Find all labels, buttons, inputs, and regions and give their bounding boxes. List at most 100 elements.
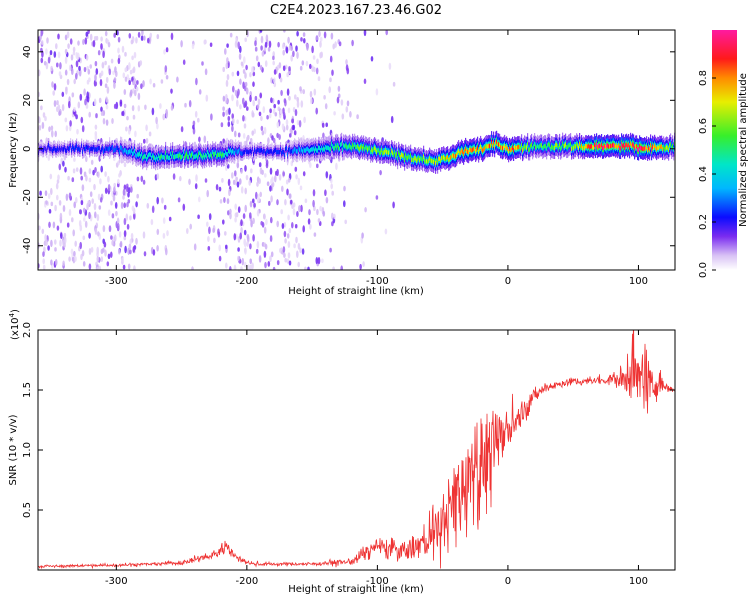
band-column <box>550 146 552 152</box>
noise-speckle <box>97 171 100 179</box>
noise-speckle <box>172 173 176 180</box>
noise-speckle <box>121 257 124 263</box>
band-column <box>85 146 87 151</box>
noise-speckle <box>388 62 392 70</box>
noise-speckle <box>137 92 141 101</box>
band-column <box>106 146 108 151</box>
band-column <box>504 143 506 149</box>
noise-speckle <box>312 199 315 208</box>
noise-speckle <box>79 241 82 250</box>
band-column <box>299 147 301 152</box>
band-column <box>485 144 487 150</box>
noise-speckle <box>222 95 226 102</box>
noise-speckle <box>125 213 129 221</box>
noise-speckle <box>41 121 45 130</box>
noise-speckle <box>60 232 63 240</box>
noise-speckle <box>134 130 137 138</box>
band-column <box>583 145 585 150</box>
noise-speckle <box>244 204 247 213</box>
noise-speckle <box>100 165 103 173</box>
noise-speckle <box>94 211 97 219</box>
noise-speckle <box>42 112 46 118</box>
band-column <box>342 147 344 152</box>
band-column <box>526 145 528 150</box>
noise-speckle <box>141 30 144 36</box>
band-column <box>122 148 124 153</box>
noise-speckle <box>165 247 168 256</box>
noise-speckle <box>299 185 303 191</box>
band-column <box>83 145 85 150</box>
noise-speckle <box>299 247 302 254</box>
noise-speckle <box>269 108 272 114</box>
noise-speckle <box>206 221 209 227</box>
band-column <box>292 149 294 155</box>
band-column <box>245 147 247 153</box>
noise-speckle <box>385 30 388 36</box>
band-column <box>236 149 238 154</box>
noise-speckle <box>234 203 237 210</box>
band-column <box>421 156 423 162</box>
band-column <box>268 149 270 154</box>
noise-speckle <box>57 51 61 59</box>
noise-speckle <box>277 41 280 48</box>
band-column <box>75 145 77 150</box>
noise-speckle <box>105 96 108 103</box>
band-column <box>432 159 434 164</box>
noise-speckle <box>231 71 235 77</box>
spectrogram-y-label: Frequency (Hz) <box>8 112 19 188</box>
noise-speckle <box>298 205 301 213</box>
band-column <box>375 147 377 152</box>
band-column <box>271 149 273 154</box>
band-column <box>654 143 656 148</box>
band-column <box>200 152 202 157</box>
band-column <box>164 155 166 161</box>
band-column <box>404 157 406 162</box>
noise-speckle <box>260 115 263 122</box>
band-column <box>501 145 503 150</box>
noise-speckle <box>289 133 292 138</box>
noise-speckle <box>361 232 364 239</box>
noise-speckle <box>102 225 106 233</box>
band-column <box>258 148 260 153</box>
noise-speckle <box>51 81 54 88</box>
noise-speckle <box>102 117 106 125</box>
noise-speckle <box>340 99 344 106</box>
band-column <box>582 146 584 151</box>
noise-speckle <box>219 199 223 204</box>
band-column <box>597 145 599 150</box>
band-column <box>176 154 178 159</box>
band-column <box>172 150 174 156</box>
band-column <box>549 142 551 148</box>
noise-speckle <box>224 48 227 55</box>
band-column <box>153 155 155 160</box>
band-column <box>473 146 475 152</box>
band-column <box>644 145 646 151</box>
band-column <box>658 145 660 151</box>
noise-speckle <box>262 106 266 114</box>
band-column <box>518 144 520 150</box>
band-column <box>394 149 396 155</box>
band-column <box>537 143 539 148</box>
band-column <box>655 145 657 150</box>
band-column <box>207 149 209 155</box>
noise-speckle <box>121 110 125 117</box>
band-column <box>235 148 237 153</box>
band-column <box>332 144 334 149</box>
band-column <box>500 145 502 150</box>
band-column <box>55 148 57 153</box>
band-column <box>484 146 486 151</box>
noise-speckle <box>309 162 312 169</box>
noise-speckle <box>170 88 173 94</box>
noise-speckle <box>234 89 238 97</box>
noise-speckle <box>267 47 271 52</box>
band-column <box>300 149 302 154</box>
noise-speckle <box>217 231 221 238</box>
noise-speckle <box>62 160 65 167</box>
noise-speckle <box>296 211 299 217</box>
band-column <box>329 147 331 152</box>
noise-speckle <box>163 204 167 210</box>
noise-speckle <box>272 108 276 114</box>
noise-speckle <box>310 97 313 105</box>
band-column <box>607 143 609 148</box>
band-column <box>435 160 437 166</box>
